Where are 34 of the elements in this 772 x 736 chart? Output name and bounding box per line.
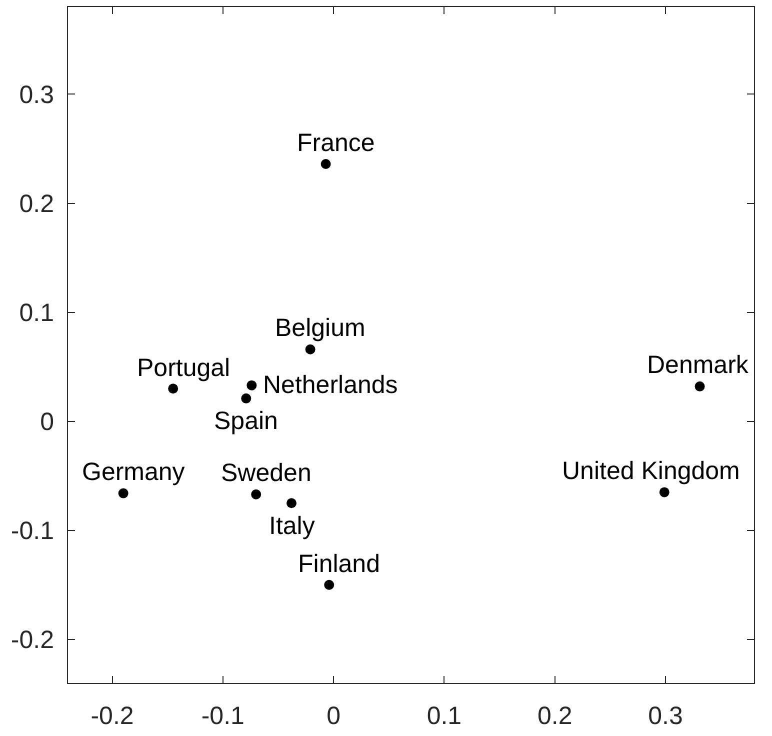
- point: [118, 488, 128, 498]
- annotation: United Kingdom: [562, 457, 740, 485]
- y-tick-label: 0.2: [19, 190, 54, 218]
- annotation: Spain: [214, 407, 278, 435]
- point: [251, 489, 262, 500]
- x-tick-label: -0.1: [201, 702, 244, 730]
- x-tick-label: 0.3: [648, 702, 683, 730]
- x-tick-label: 0.1: [426, 702, 462, 730]
- annotation: Finland: [298, 550, 380, 578]
- point: [286, 498, 296, 508]
- annotation: Italy: [269, 512, 316, 540]
- y-tick-label: -0.1: [10, 517, 54, 546]
- annotation: Denmark: [647, 351, 749, 379]
- annotation: Belgium: [275, 314, 366, 342]
- y-tick-label: -0.2: [10, 626, 54, 654]
- y-tick-label: 0: [40, 408, 54, 436]
- x-tick-label: 0: [326, 702, 341, 730]
- annotation: Portugal: [137, 354, 230, 382]
- annotation: Germany: [82, 458, 186, 486]
- y-tick-label: 0.3: [19, 80, 54, 109]
- point: [324, 580, 334, 590]
- annotation: France: [297, 129, 375, 157]
- x-tick-label: 0.2: [537, 702, 572, 730]
- point: [246, 380, 257, 390]
- x-tick-label: -0.2: [90, 702, 134, 730]
- point: [241, 393, 252, 404]
- point: [305, 344, 316, 354]
- point: [320, 159, 331, 170]
- point: [659, 487, 670, 498]
- annotation: Sweden: [221, 459, 312, 487]
- annotation: Netherlands: [263, 371, 398, 399]
- point: [168, 384, 178, 394]
- point: [694, 381, 705, 392]
- y-tick-label: 0.1: [19, 299, 54, 328]
